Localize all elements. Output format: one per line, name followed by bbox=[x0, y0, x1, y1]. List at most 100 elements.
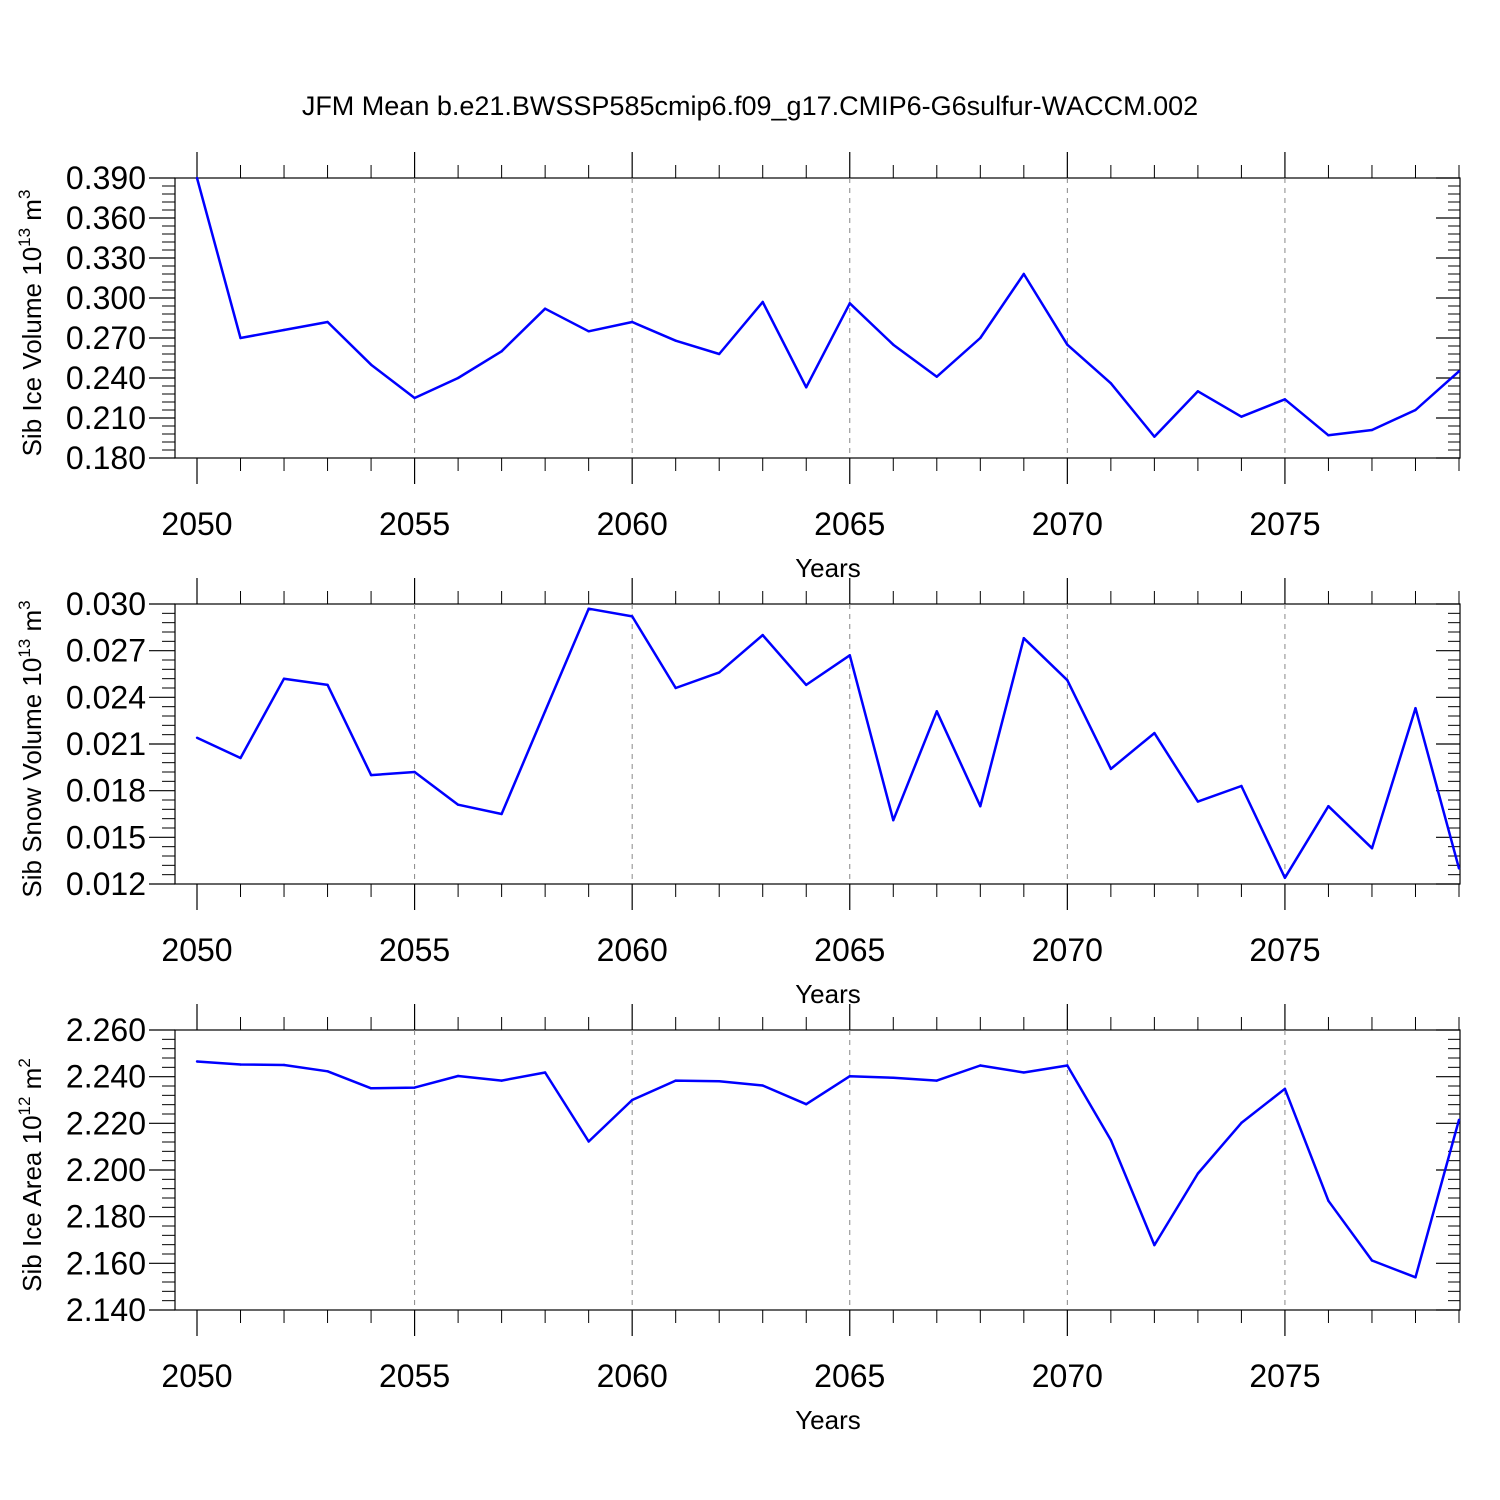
y-tick-label: 0.015 bbox=[66, 819, 146, 855]
x-tick-label: 2060 bbox=[597, 1358, 668, 1394]
data-point bbox=[543, 710, 547, 713]
y-tick-label: 0.390 bbox=[66, 160, 146, 196]
data-point bbox=[239, 1063, 242, 1066]
panel-sib-ice-area: 2050 2055 2060 2065 2070 2075 2.140 2.160 2.180 2… bbox=[15, 1004, 1461, 1435]
y-axis-label: Sib Snow Volume 1013 m3 bbox=[15, 600, 47, 897]
data-point bbox=[718, 671, 721, 674]
y-axis-label-exponent: 12 bbox=[15, 1097, 34, 1116]
y-tick-label: 0.030 bbox=[66, 586, 146, 622]
chart-title: JFM Mean b.e21.BWSSP585cmip6.f09_g17.CMI… bbox=[302, 91, 1198, 121]
y-tick-label: 2.160 bbox=[66, 1245, 146, 1281]
data-point bbox=[326, 1070, 329, 1073]
y-axis-label-unit-exponent: 3 bbox=[15, 190, 34, 199]
data-point bbox=[1414, 707, 1417, 710]
x-tick-label: 2075 bbox=[1249, 506, 1320, 542]
x-tick-label: 2075 bbox=[1249, 1358, 1320, 1394]
data-point bbox=[935, 375, 938, 378]
data-point bbox=[195, 176, 199, 180]
data-point bbox=[1370, 428, 1374, 432]
data-point bbox=[500, 350, 503, 353]
data-point bbox=[326, 683, 329, 687]
x-tick-label: 2070 bbox=[1032, 932, 1103, 968]
series-line bbox=[195, 177, 1460, 438]
data-point bbox=[413, 396, 416, 400]
y-axis-label-unit: m bbox=[17, 199, 47, 228]
data-point bbox=[1109, 382, 1113, 385]
data-point bbox=[369, 363, 373, 366]
panel-sib-snow-volume: 2050 2055 2060 2065 2070 2075 0.012 0.015 0.018 0… bbox=[15, 578, 1461, 1009]
data-point bbox=[630, 1098, 634, 1102]
data-point bbox=[456, 376, 460, 380]
data-point bbox=[1153, 731, 1156, 735]
data-point bbox=[282, 677, 286, 680]
data-point bbox=[1066, 1064, 1069, 1067]
x-tick-label: 2055 bbox=[379, 932, 450, 968]
data-point bbox=[848, 1075, 851, 1078]
data-point bbox=[1240, 415, 1243, 418]
y-axis-label-unit: m bbox=[17, 1068, 47, 1097]
data-point bbox=[239, 336, 242, 340]
y-axis-label-text: Sib Snow Volume 10 bbox=[17, 658, 47, 898]
data-point bbox=[1283, 1087, 1287, 1091]
data-point bbox=[1109, 1138, 1113, 1142]
data-point bbox=[500, 812, 503, 816]
data-point bbox=[892, 1076, 895, 1080]
data-point bbox=[587, 1140, 590, 1143]
x-tick-label: 2050 bbox=[161, 932, 232, 968]
y-axis-label: Sib Ice Volume 1013 m3 bbox=[15, 190, 47, 457]
x-tick-label: 2060 bbox=[597, 506, 668, 542]
data-point bbox=[543, 307, 547, 310]
data-point bbox=[1240, 784, 1243, 788]
y-axis-label-text: Sib Ice Area 10 bbox=[17, 1115, 47, 1291]
data-point bbox=[805, 386, 808, 389]
data-point bbox=[1153, 435, 1156, 438]
y-tick-label: 0.021 bbox=[66, 726, 146, 762]
x-tick-label: 2070 bbox=[1032, 506, 1103, 542]
data-point bbox=[935, 1079, 938, 1082]
x-axis-label: Years bbox=[795, 979, 861, 1009]
data-point bbox=[761, 300, 764, 304]
data-point bbox=[1283, 876, 1287, 879]
series-line bbox=[196, 1060, 1461, 1279]
x-tick-label: 2050 bbox=[161, 1358, 232, 1394]
data-point bbox=[587, 330, 590, 333]
data-point bbox=[1196, 800, 1200, 803]
y-tick-label: 2.260 bbox=[66, 1012, 146, 1048]
y-axis-label-text: Sib Ice Volume 10 bbox=[17, 247, 47, 457]
series-line bbox=[196, 607, 1461, 880]
y-tick-label: 0.330 bbox=[66, 240, 146, 276]
data-point bbox=[369, 1087, 373, 1090]
data-point bbox=[1457, 1118, 1461, 1122]
data-point bbox=[630, 320, 634, 324]
data-point bbox=[1327, 805, 1330, 808]
data-point bbox=[1196, 390, 1200, 393]
data-point bbox=[1153, 1243, 1156, 1247]
data-point bbox=[848, 654, 851, 657]
data-point bbox=[195, 1060, 199, 1063]
y-tick-label: 0.240 bbox=[66, 360, 146, 396]
data-point bbox=[1370, 847, 1374, 850]
data-point bbox=[1283, 398, 1287, 401]
data-point bbox=[979, 336, 982, 340]
x-tick-label: 2070 bbox=[1032, 1358, 1103, 1394]
data-point bbox=[848, 302, 851, 305]
data-point bbox=[761, 1084, 764, 1087]
plot-frame bbox=[174, 1029, 1461, 1311]
data-point bbox=[805, 683, 808, 687]
y-tick-label: 0.018 bbox=[66, 773, 146, 809]
x-tick-label: 2055 bbox=[379, 506, 450, 542]
data-point bbox=[1457, 370, 1461, 373]
y-tick-label: 0.024 bbox=[66, 679, 146, 715]
data-point bbox=[195, 736, 199, 739]
data-point bbox=[369, 773, 373, 777]
data-point bbox=[1066, 679, 1069, 682]
data-point bbox=[1022, 272, 1026, 276]
x-tick-label: 2055 bbox=[379, 1358, 450, 1394]
y-axis-label-exponent: 13 bbox=[15, 639, 34, 658]
y-tick-label: 2.220 bbox=[66, 1105, 146, 1141]
data-point bbox=[718, 352, 721, 356]
data-point bbox=[674, 1079, 677, 1082]
y-tick-label: 0.012 bbox=[66, 866, 146, 902]
y-tick-label: 2.180 bbox=[66, 1199, 146, 1235]
y-tick-label: 0.360 bbox=[66, 200, 146, 236]
